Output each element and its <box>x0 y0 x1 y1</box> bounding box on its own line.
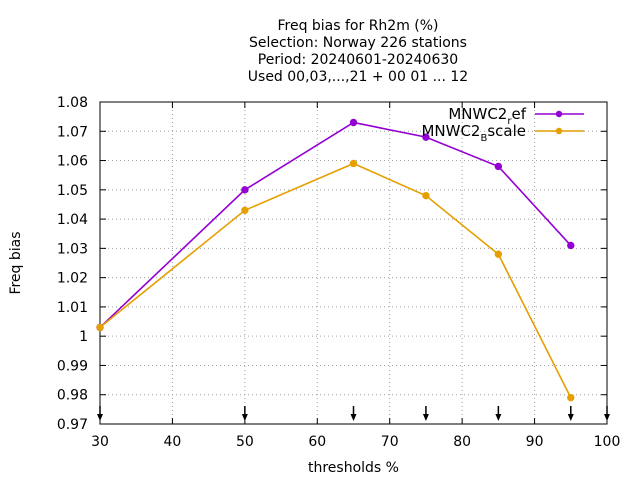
threshold-arrow <box>495 406 502 421</box>
series <box>96 118 575 402</box>
legend-label: MNWC2ref <box>448 105 526 127</box>
legend-label: MNWC2Bscale <box>421 122 526 144</box>
series-1 <box>96 159 575 402</box>
threshold-arrow <box>241 406 248 421</box>
series-line <box>99 121 572 328</box>
series-0 <box>96 118 575 332</box>
data-point <box>349 159 358 168</box>
y-tick-label: 0.98 <box>57 388 88 404</box>
data-point <box>494 162 503 171</box>
title-line: Selection: Norway 226 stations <box>249 35 467 51</box>
x-tick-label: 50 <box>236 434 254 450</box>
plot-frame <box>99 101 608 425</box>
data-point <box>567 393 575 402</box>
y-tick-label: 1.03 <box>57 241 88 257</box>
x-tick-label: 80 <box>453 434 471 450</box>
y-tick-label: 1.01 <box>57 300 88 316</box>
x-tick-label: 70 <box>381 434 399 450</box>
grid <box>100 102 607 424</box>
x-tick-label: 40 <box>164 434 182 450</box>
threshold-arrow <box>350 406 357 421</box>
legend-label-rest: ef <box>511 105 526 123</box>
threshold-arrow-head <box>495 414 502 421</box>
y-tick-label: 1.02 <box>57 271 88 287</box>
series-line <box>99 162 572 399</box>
x-tick-label: 30 <box>91 434 109 450</box>
legend-swatch-point <box>555 127 563 135</box>
threshold-arrow <box>567 406 574 421</box>
y-tick-label: 1.05 <box>57 183 88 199</box>
data-point <box>241 186 249 194</box>
y-tick-label: 1.04 <box>57 212 88 228</box>
y-axis-label: Freq bias <box>8 231 24 294</box>
threshold-arrow-head <box>567 414 574 421</box>
title-line: Period: 20240601-20240630 <box>258 52 458 68</box>
title-line: Used 00,03,...,21 + 00 01 ... 12 <box>248 69 468 85</box>
y-tick-label: 0.97 <box>57 417 88 433</box>
data-point <box>422 133 430 141</box>
data-point <box>494 250 503 258</box>
threshold-arrow <box>422 406 429 421</box>
x-axis-label: thresholds % <box>308 460 399 476</box>
x-tick-label: 60 <box>308 434 326 450</box>
data-point <box>422 191 430 200</box>
data-point <box>96 323 104 332</box>
y-tick-label: 1.06 <box>57 154 88 170</box>
legend-label-rest: scale <box>487 122 526 140</box>
chart-title: Freq bias for Rh2m (%)Selection: Norway … <box>248 18 468 85</box>
axis-ticks: 0.97 0.98 0.99 1 1.01 1.02 1.03 1.04 1.05 1.06 1.0… <box>57 95 621 450</box>
legend-label-sub: r <box>507 116 512 127</box>
y-tick-label: 1.07 <box>57 124 88 140</box>
legend-label-base: MNWC2 <box>448 105 507 123</box>
title-line: Freq bias for Rh2m (%) <box>277 18 438 34</box>
threshold-arrow-head <box>422 414 429 421</box>
legend-label-base: MNWC2 <box>421 122 480 140</box>
threshold-arrow-head <box>241 414 248 421</box>
legend-swatch-point <box>555 110 563 118</box>
x-tick-label: 100 <box>594 434 621 450</box>
data-point <box>567 241 575 250</box>
y-tick-label: 1.08 <box>57 95 88 111</box>
legend-item: MNWC2ref <box>448 105 584 127</box>
threshold-arrow-head <box>350 414 357 421</box>
y-tick-label: 1 <box>79 329 88 345</box>
y-tick-label: 0.99 <box>57 358 88 374</box>
threshold-markers <box>97 406 610 421</box>
legend-label-sub: B <box>480 133 487 144</box>
legend-item: MNWC2Bscale <box>421 122 584 144</box>
x-tick-label: 90 <box>526 434 544 450</box>
data-point <box>349 118 358 127</box>
data-point <box>241 206 249 215</box>
